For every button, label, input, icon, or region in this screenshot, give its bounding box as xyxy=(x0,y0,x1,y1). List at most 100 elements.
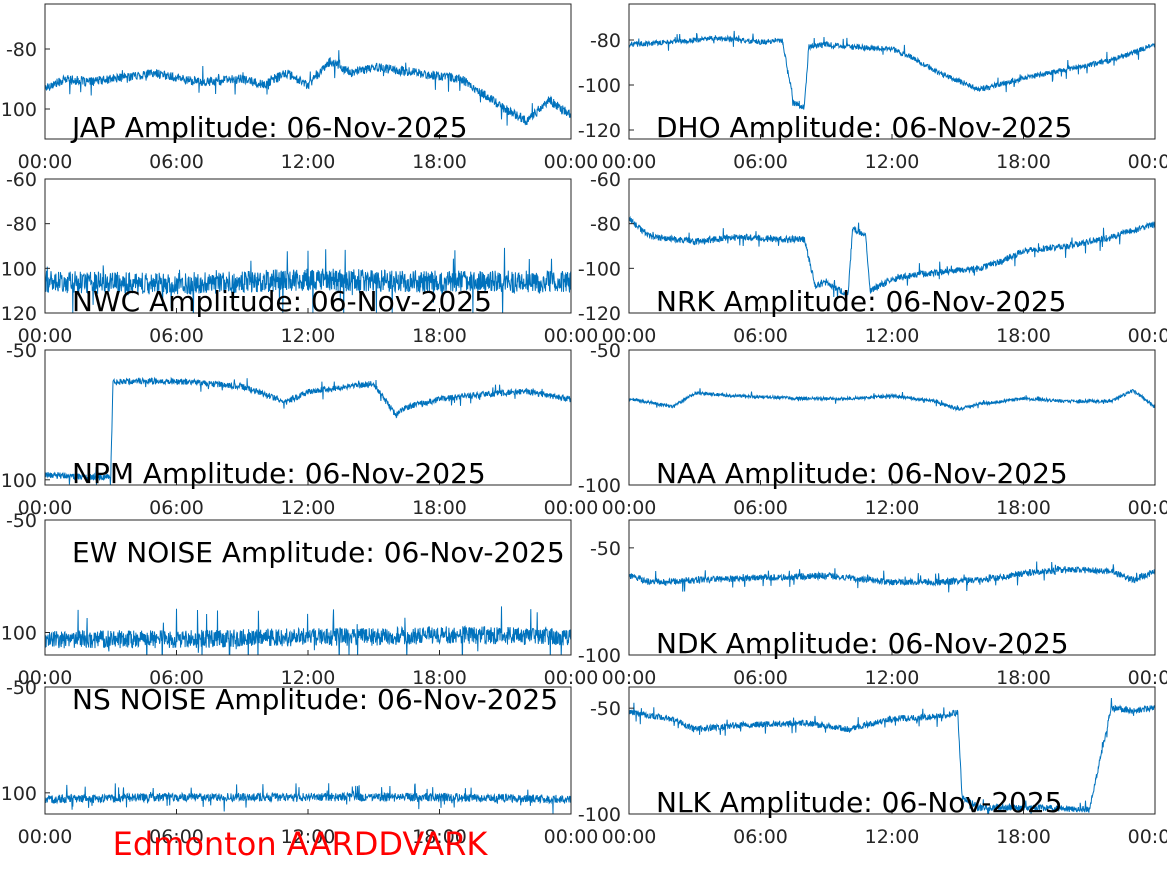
y-tick-label-7-1: -100 xyxy=(578,645,621,667)
panel-title-4: NPM Amplitude: 06-Nov-2025 xyxy=(72,457,486,490)
y-tick-label-1-2: -120 xyxy=(578,120,621,142)
x-tick-label-6-3: 18:00 xyxy=(412,667,467,689)
x-tick-label-3-2: 12:00 xyxy=(865,325,920,347)
x-tick-label-5-3: 18:00 xyxy=(996,497,1051,519)
x-tick-label-8-1: 06:00 xyxy=(149,826,204,848)
x-tick-label-9-0: 00:00 xyxy=(602,826,657,848)
y-tick-label-2-0: -60 xyxy=(6,169,37,191)
x-tick-label-6-0: 00:00 xyxy=(18,667,73,689)
x-tick-label-6-1: 06:00 xyxy=(149,667,204,689)
chart-panel-0: 00:00 06:00 12:00 18:00 00:00 -80 100 JAP Ampli… xyxy=(1,3,599,173)
y-tick-label-5-0: -50 xyxy=(590,340,621,362)
series-line-7 xyxy=(629,561,1155,593)
x-tick-label-6-4: 00:00 xyxy=(544,667,599,689)
x-tick-label-9-2: 12:00 xyxy=(865,826,920,848)
x-tick-label-9-1: 06:00 xyxy=(733,826,788,848)
x-tick-label-0-1: 06:00 xyxy=(149,151,204,173)
x-tick-label-7-0: 00:00 xyxy=(602,667,657,689)
x-tick-label-4-1: 06:00 xyxy=(149,497,204,519)
x-tick-label-4-0: 00:00 xyxy=(18,497,73,519)
x-tick-label-3-4: 00:00 xyxy=(1128,325,1167,347)
y-tick-label-8-0: -50 xyxy=(6,677,37,699)
series-line-0 xyxy=(45,50,571,126)
y-tick-label-3-2: -100 xyxy=(578,258,621,280)
panel-title-0: JAP Amplitude: 06-Nov-2025 xyxy=(70,111,468,144)
x-tick-label-6-2: 12:00 xyxy=(281,667,336,689)
y-tick-label-3-3: -120 xyxy=(578,303,621,325)
x-tick-label-8-4: 00:00 xyxy=(544,826,599,848)
series-line-3 xyxy=(629,215,1155,299)
panel-title-1: DHO Amplitude: 06-Nov-2025 xyxy=(656,111,1072,144)
y-tick-label-2-3: 120 xyxy=(1,303,37,325)
x-tick-label-5-4: 00:00 xyxy=(1128,497,1167,519)
chart-panel-9: 00:00 06:00 12:00 18:00 00:00 -50 -100 NLK Ampl… xyxy=(578,686,1167,848)
y-tick-label-4-1: 100 xyxy=(1,470,37,492)
x-tick-label-9-3: 18:00 xyxy=(996,826,1051,848)
x-tick-label-0-2: 12:00 xyxy=(281,151,336,173)
x-tick-label-5-2: 12:00 xyxy=(865,497,920,519)
x-tick-label-2-2: 12:00 xyxy=(281,325,336,347)
x-tick-label-1-3: 18:00 xyxy=(996,151,1051,173)
y-tick-label-4-0: -50 xyxy=(6,340,37,362)
x-tick-label-3-0: 00:00 xyxy=(602,325,657,347)
x-tick-label-1-2: 12:00 xyxy=(865,151,920,173)
chart-panel-4: 00:00 06:00 12:00 18:00 00:00 -50 100 NPM Ampli… xyxy=(1,340,599,519)
x-tick-label-8-3: 18:00 xyxy=(412,826,467,848)
chart-panel-5: 00:00 06:00 12:00 18:00 00:00 -50 -100 NAA Ampl… xyxy=(578,340,1167,519)
panel-title-3: NRK Amplitude: 06-Nov-2025 xyxy=(656,285,1066,318)
x-tick-label-7-1: 06:00 xyxy=(733,667,788,689)
panel-title-2: NWC Amplitude: 06-Nov-2025 xyxy=(72,285,492,318)
chart-panel-1: 00:00 06:00 12:00 18:00 00:00 -80 -100 -120 DHO … xyxy=(578,3,1167,173)
y-tick-label-1-0: -80 xyxy=(590,30,621,52)
x-tick-label-4-3: 18:00 xyxy=(412,497,467,519)
x-tick-label-0-4: 00:00 xyxy=(544,151,599,173)
panel-title-5: NAA Amplitude: 06-Nov-2025 xyxy=(656,457,1068,490)
series-line-5 xyxy=(629,388,1155,412)
chart-panel-7: 00:00 06:00 12:00 18:00 00:00 -50 -100 NDK Ampl… xyxy=(578,519,1167,689)
panel-title-9: NLK Amplitude: 06-Nov-2025 xyxy=(656,786,1063,819)
figure-footer-label: Edmonton AARDDVARK xyxy=(113,825,489,863)
x-tick-label-9-4: 00:00 xyxy=(1128,826,1167,848)
x-tick-label-2-4: 00:00 xyxy=(544,325,599,347)
x-tick-label-0-3: 18:00 xyxy=(412,151,467,173)
y-tick-label-5-1: -100 xyxy=(578,475,621,497)
chart-panel-8: 00:00 06:00 12:00 18:00 00:00 -50 100 NS NOISE … xyxy=(1,677,599,848)
x-tick-label-3-3: 18:00 xyxy=(996,325,1051,347)
x-tick-label-2-3: 18:00 xyxy=(412,325,467,347)
y-tick-label-1-1: -100 xyxy=(578,75,621,97)
x-tick-label-1-4: 00:00 xyxy=(1128,151,1167,173)
y-tick-label-8-1: 100 xyxy=(1,783,37,805)
y-tick-label-3-1: -80 xyxy=(590,214,621,236)
x-tick-label-7-4: 00:00 xyxy=(1128,667,1167,689)
x-tick-label-8-0: 00:00 xyxy=(18,826,73,848)
y-tick-label-9-1: -100 xyxy=(578,804,621,826)
chart-panel-3: 00:00 06:00 12:00 18:00 00:00 -60 -80 -100 -120 N… xyxy=(578,169,1167,347)
x-tick-label-8-2: 12:00 xyxy=(281,826,336,848)
panel-title-7: NDK Amplitude: 06-Nov-2025 xyxy=(656,627,1069,660)
y-tick-label-9-0: -50 xyxy=(590,698,621,720)
series-line-6 xyxy=(45,606,571,655)
x-tick-label-2-1: 06:00 xyxy=(149,325,204,347)
y-tick-label-6-1: 100 xyxy=(1,623,37,645)
y-tick-label-6-0: -50 xyxy=(6,510,37,532)
x-tick-label-1-1: 06:00 xyxy=(733,151,788,173)
y-tick-label-0-1: 100 xyxy=(1,99,37,121)
y-tick-label-7-0: -50 xyxy=(590,538,621,560)
x-tick-label-5-0: 00:00 xyxy=(602,497,657,519)
x-tick-label-4-2: 12:00 xyxy=(281,497,336,519)
x-tick-label-4-4: 00:00 xyxy=(544,497,599,519)
x-tick-label-1-0: 00:00 xyxy=(602,151,657,173)
x-tick-label-3-1: 06:00 xyxy=(733,325,788,347)
x-tick-label-7-3: 18:00 xyxy=(996,667,1051,689)
x-tick-label-2-0: 00:00 xyxy=(18,325,73,347)
series-line-4 xyxy=(45,376,571,485)
chart-panel-2: 00:00 06:00 12:00 18:00 00:00 -60 -80 100 120 NWC… xyxy=(1,169,599,347)
y-tick-label-2-2: 100 xyxy=(1,258,37,280)
y-tick-label-0-0: -80 xyxy=(6,39,37,61)
panel-title-8: NS NOISE Amplitude: 06-Nov-2025 xyxy=(72,683,558,716)
panel-title-6: EW NOISE Amplitude: 06-Nov-2025 xyxy=(72,536,565,569)
x-tick-label-7-2: 12:00 xyxy=(865,667,920,689)
series-line-8 xyxy=(45,783,571,814)
chart-panel-6: 00:00 06:00 12:00 18:00 00:00 -50 100 EW NOISE … xyxy=(1,510,599,689)
